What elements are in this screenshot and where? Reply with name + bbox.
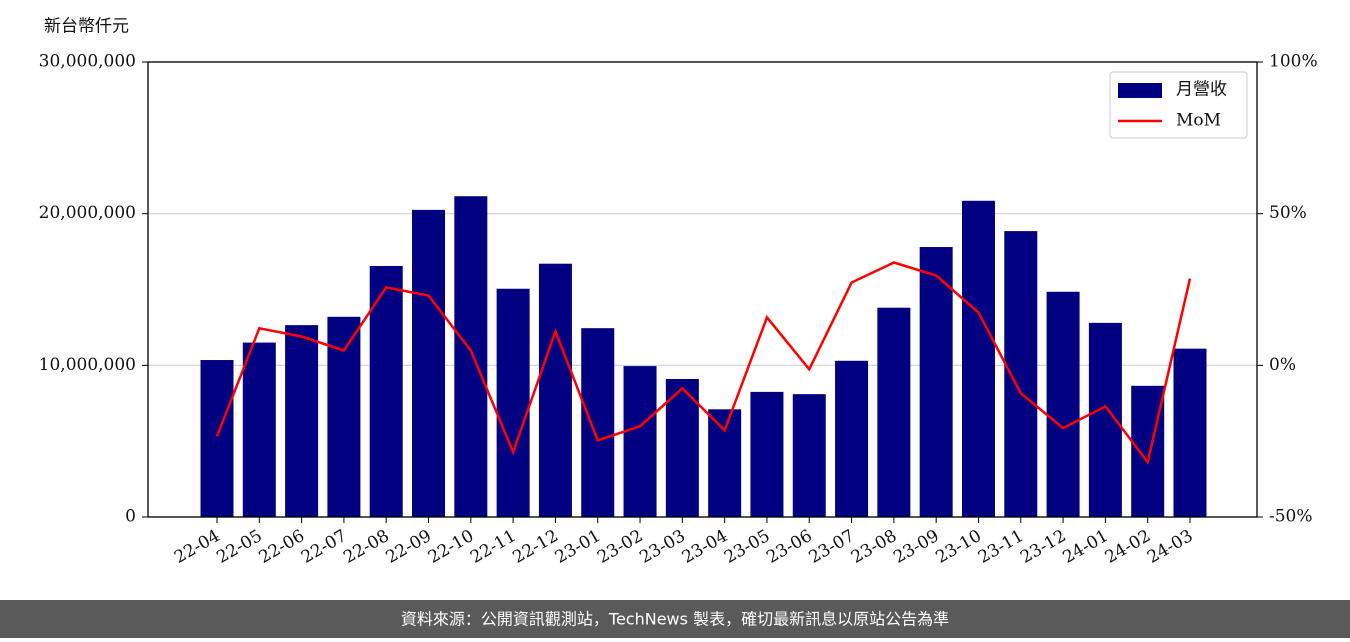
bar — [454, 196, 488, 517]
legend-label: 月營收 — [1176, 80, 1227, 100]
x-tick-label: 23-06 — [763, 526, 815, 568]
bar — [581, 328, 615, 517]
line — [215, 261, 1192, 465]
x-tick-label: 24-01 — [1059, 526, 1111, 568]
y-tick-label: 30,000,000 — [39, 52, 136, 72]
x-tick-label: 23-10 — [933, 526, 985, 568]
bar — [496, 288, 530, 517]
bar — [1046, 291, 1080, 517]
bar — [792, 394, 826, 517]
y-tick-label: 10,000,000 — [39, 355, 136, 375]
x-tick-label: 23-07 — [806, 526, 858, 568]
bar — [538, 263, 572, 517]
bar — [1004, 231, 1038, 517]
x-tick-label: 23-05 — [721, 526, 773, 568]
x-tick-label: 24-02 — [1102, 526, 1154, 568]
x-tick-label: 22-06 — [256, 526, 308, 568]
bar — [750, 391, 784, 517]
y-tick-label: 20,000,000 — [39, 203, 136, 223]
bar — [835, 360, 869, 517]
x-tick-label: 24-03 — [1144, 526, 1196, 568]
x-tick-label: 22-05 — [213, 526, 265, 568]
bar — [919, 247, 953, 518]
bar — [200, 360, 234, 517]
y2-tick-label: 0% — [1269, 355, 1296, 375]
x-tick-label: 22-10 — [425, 526, 477, 568]
bar — [1173, 348, 1207, 517]
bar — [665, 378, 699, 517]
footer: 資料來源：公開資訊觀測站，TechNews 製表，確切最新訊息以原站公告為準 — [401, 610, 949, 629]
legend-swatch — [1118, 83, 1162, 98]
bar — [1131, 385, 1165, 517]
bar — [877, 307, 911, 517]
bar — [961, 200, 995, 517]
x-tick-label: 23-11 — [975, 526, 1027, 568]
x-tick-label: 22-04 — [171, 526, 223, 568]
x-tick-label: 23-01 — [552, 526, 604, 568]
bar — [623, 366, 657, 517]
x-tick-label: 23-03 — [636, 526, 688, 568]
y2-tick-label: 50% — [1269, 203, 1307, 223]
x-tick-label: 22-07 — [298, 526, 350, 568]
legend-label: MoM — [1176, 111, 1221, 131]
x-tick-label: 23-02 — [594, 526, 646, 568]
bar — [242, 342, 276, 517]
y-axis-label: 新台幣仟元 — [44, 17, 129, 37]
footer-bar — [0, 600, 1350, 638]
x-tick-label: 22-08 — [340, 526, 392, 568]
x-tick-label: 22-11 — [467, 526, 519, 568]
y2-tick-label: -50% — [1269, 507, 1313, 527]
bar — [285, 325, 319, 517]
bar — [708, 409, 742, 517]
x-tick-label: 23-08 — [848, 526, 900, 568]
x-tick-label: 23-09 — [890, 526, 942, 568]
plot-frame — [147, 61, 1258, 518]
x-tick-label: 23-04 — [679, 526, 731, 568]
x-tick-label: 22-09 — [383, 526, 435, 568]
y2-tick-label: 100% — [1269, 52, 1318, 72]
x-tick-label: 22-12 — [509, 526, 561, 568]
x-tick-label: 23-12 — [1017, 526, 1069, 568]
y-tick-label: 0 — [125, 507, 136, 527]
bar — [369, 265, 403, 517]
bar — [412, 209, 446, 517]
